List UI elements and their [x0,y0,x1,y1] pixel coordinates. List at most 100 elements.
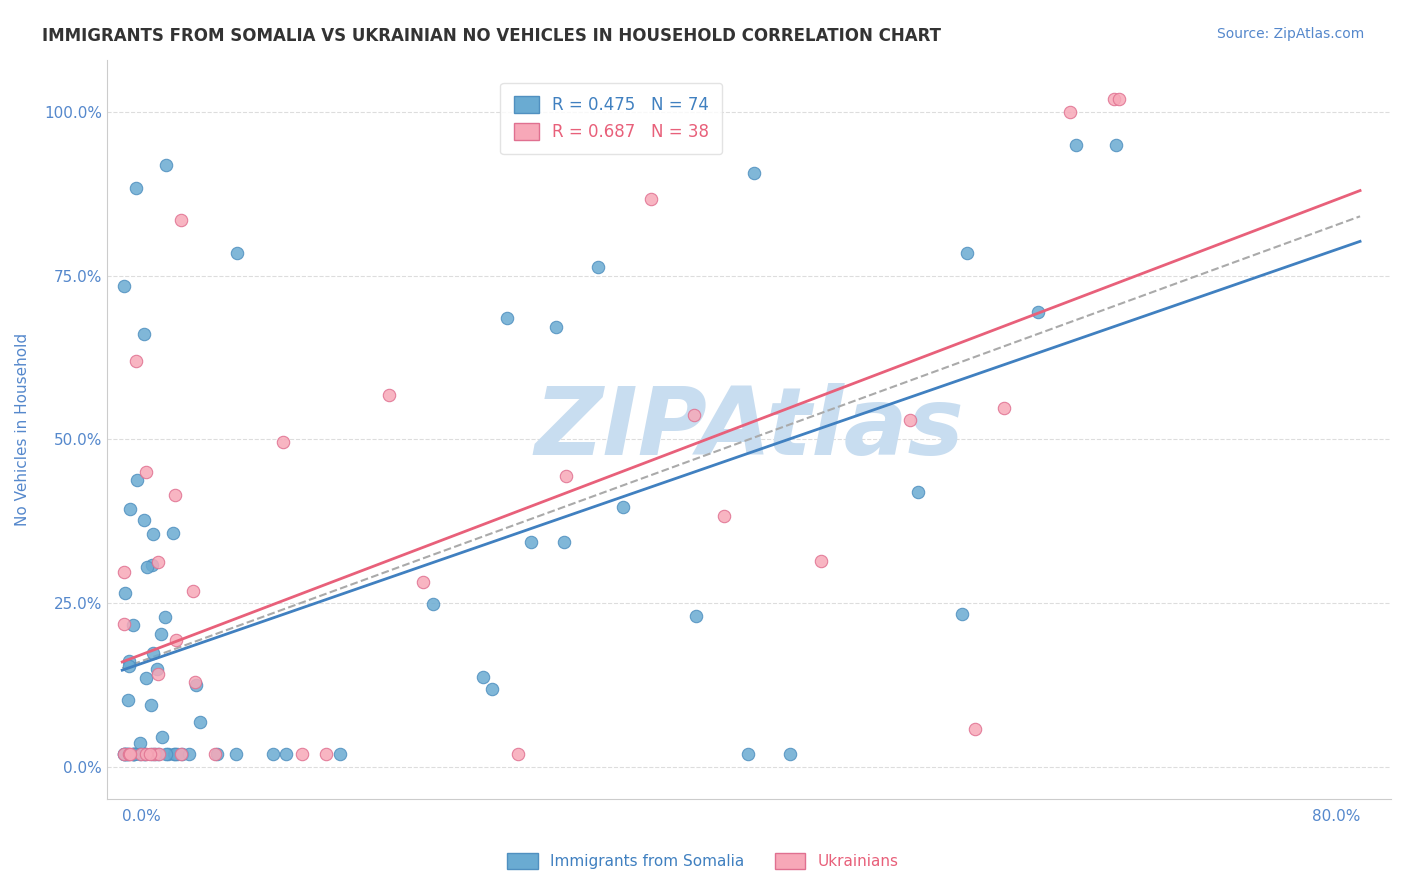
Point [907,484,929,499]
Point [135,560,157,574]
Point [291,747,314,761]
Point [950,607,973,622]
Point [117,747,139,761]
Point [128,747,150,761]
Point [1059,105,1081,120]
Point [1108,92,1130,106]
Point [155,158,177,172]
Point [143,747,166,761]
Point [148,747,170,761]
Text: IMMIGRANTS FROM SOMALIA VS UKRAINIAN NO VEHICLES IN HOUSEHOLD CORRELATION CHART: IMMIGRANTS FROM SOMALIA VS UKRAINIAN NO … [42,27,941,45]
Point [378,388,401,402]
Point [685,608,707,623]
Point [112,747,135,761]
Point [555,469,578,483]
Point [141,747,163,761]
Point [612,500,634,515]
Text: 80.0%: 80.0% [1312,809,1360,824]
Point [162,525,184,540]
Point [118,654,141,668]
Point [683,408,706,422]
Point [125,353,148,368]
Text: Source: ZipAtlas.com: Source: ZipAtlas.com [1216,27,1364,41]
Point [165,632,187,647]
Point [122,747,145,761]
Point [134,747,156,761]
Point [166,747,188,761]
Point [993,401,1015,416]
Point [146,661,169,675]
Point [898,413,921,427]
Point [315,747,337,761]
Point [129,735,152,749]
Point [125,473,148,487]
Point [810,554,832,568]
Point [1102,92,1125,106]
Point [1026,305,1049,319]
Point [225,747,247,761]
Point [134,327,156,342]
Point [170,212,193,227]
Point [142,526,165,541]
Text: 0.0%: 0.0% [122,809,160,824]
Point [472,670,495,684]
Point [742,166,765,180]
Point [139,698,162,713]
Point [156,747,179,761]
Point [546,319,568,334]
Point [142,646,165,660]
Point [737,747,759,761]
Point [588,260,610,274]
Point [1105,137,1128,152]
Point [118,658,141,673]
Point [165,747,187,761]
Point [204,747,226,761]
Point [142,747,165,761]
Point [114,747,136,761]
Point [153,610,176,624]
Point [520,535,543,549]
Point [150,730,173,744]
Point [112,565,135,579]
Text: ZIPAtlas: ZIPAtlas [534,384,963,475]
Point [163,747,186,761]
Point [412,574,434,589]
Point [184,675,207,690]
Y-axis label: No Vehicles in Household: No Vehicles in Household [15,333,30,526]
Point [114,586,136,600]
Point [186,678,208,692]
Point [134,513,156,527]
Point [118,747,141,761]
Point [146,666,169,681]
Point [112,616,135,631]
Point [329,747,352,761]
Legend: R = 0.475   N = 74, R = 0.687   N = 38: R = 0.475 N = 74, R = 0.687 N = 38 [501,83,723,154]
Point [115,747,138,761]
Point [118,747,141,761]
Point [146,747,169,761]
Point [122,747,145,761]
Point [276,747,298,761]
Point [779,747,801,761]
Point [1064,137,1087,152]
Point [139,747,162,761]
Point [135,747,157,761]
Point [120,501,142,516]
Point [170,747,193,761]
Point [124,747,146,761]
Point [150,627,173,641]
Point [640,192,662,206]
Point [422,597,444,611]
Point [112,747,135,761]
Point [146,556,169,570]
Point [553,534,575,549]
Point [181,583,204,598]
Point [165,488,187,502]
Point [172,747,194,761]
Point [122,617,145,632]
Point [955,246,977,260]
Point [481,682,503,697]
Point [225,245,247,260]
Point [177,747,200,761]
Legend: Immigrants from Somalia, Ukrainians: Immigrants from Somalia, Ukrainians [501,847,905,875]
